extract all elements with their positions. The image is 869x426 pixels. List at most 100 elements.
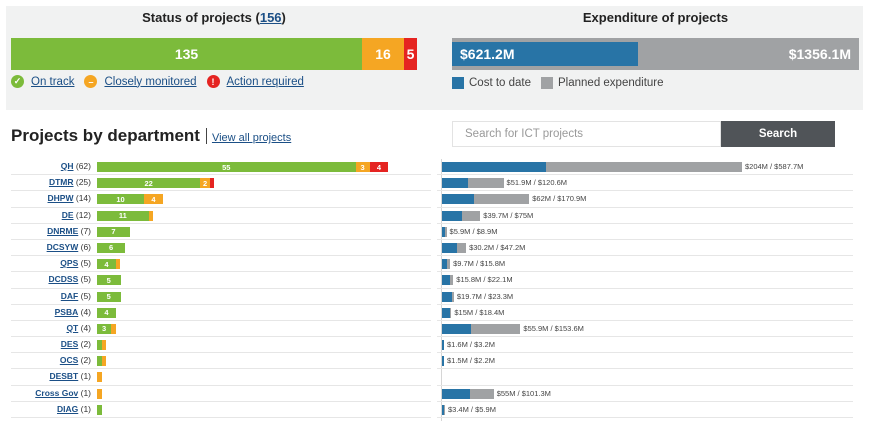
- on-track-mini-bar[interactable]: 4: [97, 307, 116, 318]
- cost-mini-bar: [442, 388, 471, 399]
- on-track-mini-bar[interactable]: 5: [97, 275, 121, 286]
- department-status-bar: [97, 388, 102, 399]
- closely-monitored-mini-bar[interactable]: [97, 372, 102, 383]
- department-expenditure-bar: [442, 210, 481, 221]
- search-input[interactable]: Search for ICT projects: [452, 121, 721, 147]
- expenditure-label: $15.8M / $22.1M: [456, 275, 513, 285]
- department-link[interactable]: DE: [61, 209, 74, 220]
- expenditure-label: $5.9M / $8.9M: [449, 226, 498, 236]
- department-row: DNRME (7) 7: [11, 224, 431, 240]
- closely-monitored-mini-bar[interactable]: [111, 323, 116, 334]
- department-heading: Projects by department View all projects: [11, 126, 291, 146]
- closely-monitored-mini-bar[interactable]: 2: [200, 178, 210, 189]
- on-track-mini-bar[interactable]: 7: [97, 226, 130, 237]
- department-expenditure-bar: [442, 404, 445, 415]
- department-expenditure-row: $3.4M / $5.9M: [437, 402, 853, 418]
- department-expenditure-list: $204M / $587.7M $51.9M / $120.6M $62M / $1…: [437, 159, 853, 418]
- department-row: DCSYW (6) 6: [11, 240, 431, 257]
- view-all-projects-link[interactable]: View all projects: [211, 132, 292, 144]
- closely-monitored-link[interactable]: Closely monitored: [104, 75, 197, 88]
- expenditure-label: $1.5M / $2.2M: [447, 356, 495, 366]
- closely-monitored-segment[interactable]: 16: [362, 38, 404, 70]
- department-link[interactable]: DNRME: [47, 225, 79, 236]
- closely-monitored-mini-bar[interactable]: [148, 210, 154, 221]
- exclamation-circle-icon: !: [206, 75, 220, 88]
- department-link[interactable]: QT: [66, 322, 79, 333]
- department-link[interactable]: DCDSS: [48, 274, 79, 285]
- action-required-link[interactable]: Action required: [226, 75, 304, 88]
- expenditure-label: $55.9M / $153.6M: [523, 323, 584, 333]
- department-expenditure-row: $51.9M / $120.6M: [437, 175, 853, 192]
- department-link[interactable]: DIAG: [57, 403, 79, 414]
- department-label: DAF (5): [11, 289, 91, 304]
- department-count: (5): [78, 258, 91, 269]
- on-track-mini-bar[interactable]: 10: [97, 194, 144, 205]
- closely-monitored-mini-bar[interactable]: [97, 388, 102, 399]
- on-track-mini-bar[interactable]: 22: [97, 178, 201, 189]
- heading-divider: [205, 128, 207, 144]
- total-projects-link[interactable]: 156: [259, 10, 282, 25]
- on-track-mini-bar[interactable]: 3: [97, 323, 112, 334]
- legend-planned: Planned expenditure: [541, 77, 664, 89]
- on-track-segment[interactable]: 135: [11, 38, 362, 70]
- cost-mini-bar: [442, 178, 469, 189]
- on-track-mini-bar[interactable]: 5: [97, 291, 121, 302]
- on-track-mini-bar[interactable]: [97, 340, 102, 351]
- expenditure-label: $15M / $18.4M: [454, 307, 505, 317]
- cost-mini-bar: [442, 162, 547, 172]
- department-link[interactable]: Cross Gov: [35, 387, 79, 398]
- action-required-segment[interactable]: 5: [404, 38, 417, 70]
- department-label: DHPW (14): [11, 191, 91, 206]
- department-expenditure-row: $5.9M / $8.9M: [437, 224, 853, 240]
- department-expenditure-row: $1.6M / $3.2M: [437, 337, 853, 354]
- closely-monitored-mini-bar[interactable]: [115, 259, 121, 270]
- department-expenditure-row: $1.5M / $2.2M: [437, 353, 853, 370]
- department-count: (4): [78, 306, 91, 317]
- department-row: QH (62) 55 3 4: [11, 159, 431, 176]
- department-row: DIAG (1): [11, 402, 431, 418]
- column-divider: [441, 159, 442, 421]
- department-label: DCDSS (5): [11, 272, 91, 287]
- on-track-mini-bar[interactable]: [97, 404, 102, 415]
- department-link[interactable]: OCS: [59, 355, 79, 366]
- status-bar: 135 16 5: [11, 38, 417, 70]
- department-link[interactable]: QPS: [60, 258, 79, 269]
- expenditure-label: $19.7M / $23.3M: [456, 291, 514, 301]
- department-expenditure-bar: [442, 323, 521, 334]
- on-track-mini-bar[interactable]: 11: [97, 210, 149, 221]
- department-link[interactable]: DCSYW: [46, 241, 79, 252]
- department-link[interactable]: DES: [60, 339, 79, 350]
- legend-closely-monitored: – Closely monitored: [84, 75, 197, 88]
- closely-monitored-mini-bar[interactable]: [101, 356, 107, 367]
- on-track-mini-bar[interactable]: 6: [97, 242, 126, 253]
- department-expenditure-bar: [442, 194, 530, 205]
- expenditure-label: $55M / $101.3M: [496, 388, 551, 398]
- department-link[interactable]: DAF: [60, 290, 79, 301]
- department-label: DESBT (1): [11, 369, 91, 384]
- department-link[interactable]: QH: [60, 161, 74, 171]
- search-button[interactable]: Search: [721, 121, 835, 147]
- department-label: DIAG (1): [11, 402, 91, 417]
- department-row: DAF (5) 5: [11, 289, 431, 305]
- legend-action-required: ! Action required: [206, 75, 304, 88]
- action-required-mini-bar[interactable]: [209, 178, 215, 189]
- department-status-bar: 5: [97, 275, 121, 286]
- closely-monitored-mini-bar[interactable]: 4: [144, 194, 163, 205]
- department-link[interactable]: DTMR: [48, 177, 74, 188]
- on-track-link[interactable]: On track: [31, 75, 75, 88]
- department-link[interactable]: PSBA: [54, 306, 79, 317]
- department-status-bar: 22 2: [97, 178, 215, 189]
- closely-monitored-mini-bar[interactable]: 3: [355, 162, 370, 172]
- on-track-mini-bar[interactable]: 55: [97, 162, 356, 172]
- closely-monitored-mini-bar[interactable]: [101, 340, 107, 351]
- action-required-mini-bar[interactable]: 4: [369, 162, 389, 172]
- department-expenditure-bar: [442, 162, 742, 172]
- cost-to-date-value: $621.2M: [460, 46, 515, 62]
- department-link[interactable]: DESBT: [49, 371, 79, 382]
- department-expenditure-bar: [442, 356, 444, 367]
- on-track-mini-bar[interactable]: 4: [97, 259, 116, 270]
- on-track-mini-bar[interactable]: [97, 356, 102, 367]
- department-link[interactable]: DHPW: [47, 193, 74, 204]
- cost-mini-bar: [442, 242, 458, 253]
- department-status-bar: [97, 340, 107, 351]
